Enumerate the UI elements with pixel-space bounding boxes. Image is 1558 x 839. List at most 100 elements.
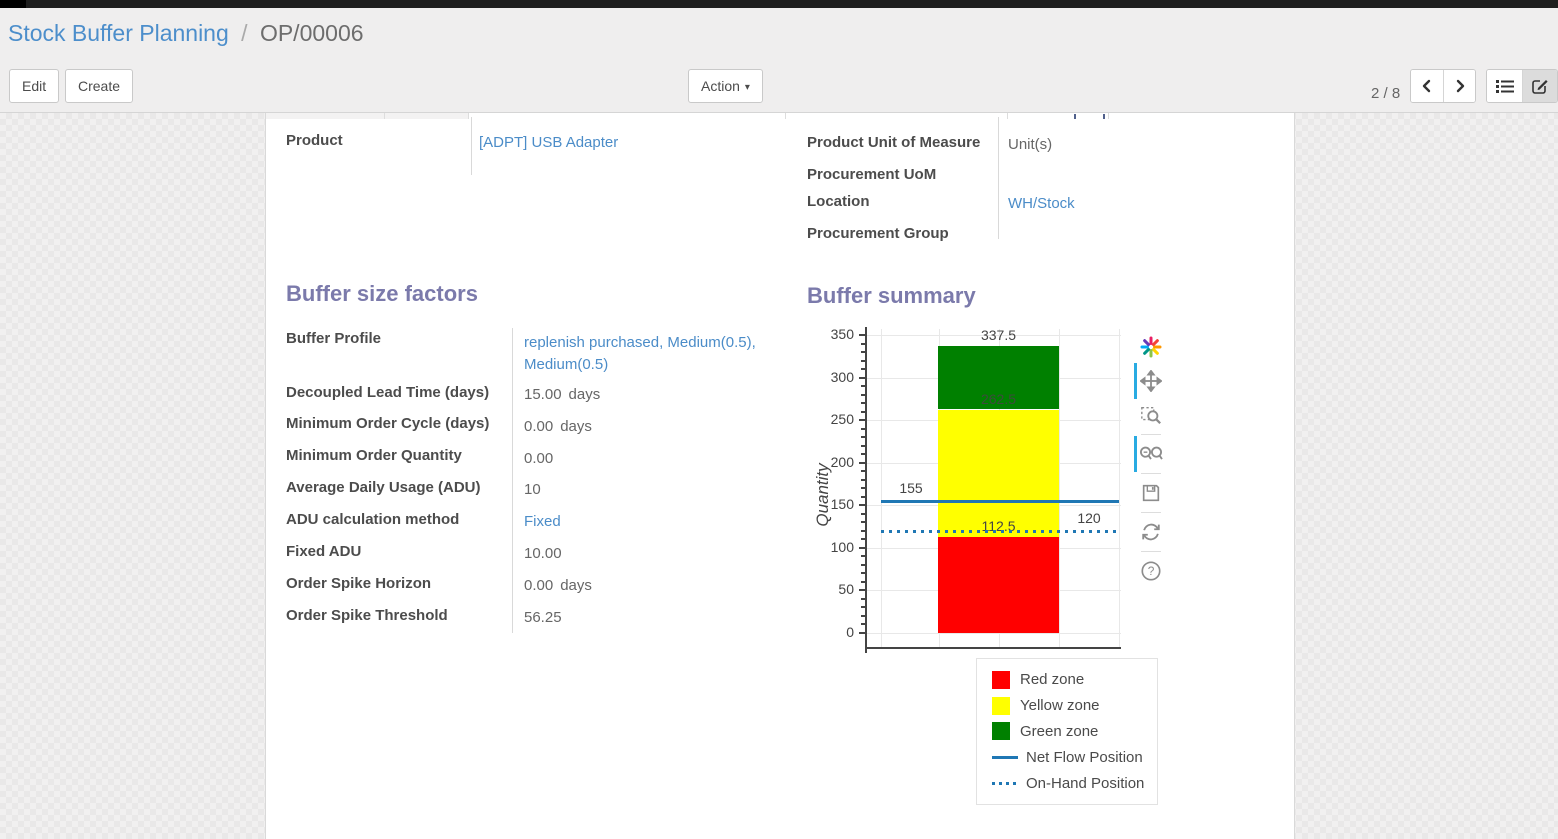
y-gridline	[867, 633, 1121, 634]
y-axis-minor-tick	[861, 478, 867, 481]
modebar-accent-bar	[1134, 436, 1137, 472]
legend-label: Yellow zone	[1020, 697, 1100, 715]
modebar-separator	[1141, 551, 1161, 552]
location-value-link[interactable]: WH/Stock	[1008, 195, 1075, 212]
y-axis-minor-tick	[861, 470, 867, 473]
create-button[interactable]: Create	[65, 69, 134, 103]
y-axis-tick-label: 300	[830, 368, 854, 385]
product-field-value-link[interactable]: [ADPT] USB Adapter	[479, 134, 619, 151]
zoom-box-icon	[1141, 406, 1161, 425]
y-axis-minor-tick	[861, 393, 867, 396]
help-icon: ?	[1141, 561, 1161, 581]
legend-label: On-Hand Position	[1026, 774, 1145, 792]
legend-line-net-flow-position	[992, 755, 1018, 759]
floppy-disk-icon	[1142, 484, 1160, 502]
legend-item-net-flow-position[interactable]: Net Flow Position	[992, 744, 1157, 770]
chart-modebar: ?	[1134, 330, 1166, 588]
buffer-summary-chart: Quantity	[811, 325, 1211, 670]
chevron-right-icon	[1456, 79, 1464, 93]
pager-counter: 2 / 8	[1371, 85, 1401, 102]
y-axis-tick-label: 200	[830, 453, 854, 470]
y-axis-major-tick	[859, 632, 867, 634]
legend-swatch-yellow-zone	[992, 696, 1010, 715]
y-axis-tick-label: 0	[846, 624, 854, 640]
field-separator	[998, 117, 999, 239]
y-axis-minor-tick	[861, 495, 867, 498]
decoupled-lead-time-value: 15.00 days	[524, 386, 601, 403]
y-axis-minor-tick	[861, 368, 867, 371]
top-window-strip	[0, 0, 1558, 8]
y-axis-minor-tick	[861, 614, 867, 617]
procurement-group-label: Procurement Group	[807, 225, 949, 242]
y-axis-tick-label: 250	[830, 411, 854, 428]
plotly-logo-icon	[1140, 336, 1162, 358]
buffer-size-factors-heading: Buffer size factors	[286, 281, 478, 306]
y-axis-minor-tick	[861, 529, 867, 532]
minimum-order-cycle-value: 0.00 days	[524, 418, 592, 435]
y-axis-minor-tick	[861, 427, 867, 430]
pan-button[interactable]	[1134, 363, 1163, 399]
y-axis-minor-tick	[861, 512, 867, 515]
y-axis-minor-tick	[861, 444, 867, 447]
breadcrumb: Stock Buffer Planning / OP/00006	[8, 20, 364, 47]
uom-suffix: days	[568, 386, 601, 403]
adu-calculation-method-label: ADU calculation method	[286, 511, 460, 528]
y-axis-minor-tick	[861, 572, 867, 575]
y-axis-line	[865, 327, 867, 653]
legend-item-green-zone[interactable]: Green zone	[992, 719, 1157, 745]
y-axis-minor-tick	[861, 580, 867, 583]
form-sheet: Product [ADPT] USB Adapter Product Unit …	[265, 113, 1295, 839]
form-view-button[interactable]	[1522, 70, 1557, 102]
y-axis-minor-tick	[861, 453, 867, 456]
chart-legend: Red zone Yellow zone Green zone Net Flow Po…	[976, 658, 1158, 805]
y-axis-minor-tick	[861, 351, 867, 354]
x-gridline	[881, 329, 882, 647]
action-dropdown-label: Action	[701, 78, 740, 94]
legend-item-red-zone[interactable]: Red zone	[992, 667, 1157, 693]
caret-down-icon: ▾	[744, 82, 750, 93]
reference-line-label: 120	[1077, 509, 1101, 526]
download-snapshot-button[interactable]	[1139, 481, 1163, 505]
breadcrumb-parent-link[interactable]: Stock Buffer Planning	[8, 20, 229, 46]
plotly-logo-button[interactable]	[1139, 335, 1163, 359]
zoom-in-out-button[interactable]	[1134, 436, 1163, 472]
pager-next-button[interactable]	[1443, 70, 1475, 102]
reset-axes-button[interactable]	[1139, 520, 1163, 544]
pager-buttons	[1410, 69, 1476, 103]
control-panel: Stock Buffer Planning / OP/00006 Edit Cr…	[0, 8, 1558, 113]
zoom-select-button[interactable]	[1139, 403, 1163, 427]
y-axis-major-tick	[859, 376, 867, 379]
x-gridline	[1059, 329, 1060, 647]
svg-text:?: ?	[1148, 564, 1155, 578]
pager-previous-button[interactable]	[1411, 70, 1443, 102]
clipped-row-fragment	[266, 113, 1294, 119]
buffer-profile-label: Buffer Profile	[286, 330, 382, 347]
view-switcher	[1486, 69, 1558, 103]
y-axis-major-tick	[859, 334, 867, 336]
average-daily-usage-value: 10	[524, 481, 541, 498]
procurement-uom-label: Procurement UoM	[807, 166, 937, 183]
average-daily-usage-label: Average Daily Usage (ADU)	[286, 479, 481, 496]
edit-button[interactable]: Edit	[9, 69, 60, 103]
adu-calculation-method-value-link[interactable]: Fixed	[524, 513, 561, 530]
y-axis-minor-tick	[861, 555, 867, 558]
list-view-button[interactable]	[1487, 70, 1522, 102]
help-button[interactable]: ?	[1139, 559, 1163, 583]
y-gridline	[867, 335, 1121, 336]
y-axis-minor-tick	[861, 436, 867, 439]
order-spike-threshold-value: 56.25	[524, 609, 562, 626]
field-separator	[471, 117, 472, 175]
fixed-adu-label: Fixed ADU	[286, 543, 362, 560]
uom-suffix: days	[560, 577, 592, 594]
fixed-adu-value: 10.00	[524, 545, 562, 562]
pan-icon	[1140, 370, 1162, 392]
top-window-strip-segment	[0, 0, 26, 8]
legend-item-on-hand-position[interactable]: On-Hand Position	[992, 770, 1157, 796]
legend-item-yellow-zone[interactable]: Yellow zone	[992, 693, 1157, 719]
location-label: Location	[807, 193, 870, 210]
reference-line-label: 155	[899, 480, 923, 497]
bar-value-label: 262.5	[980, 390, 1017, 407]
action-dropdown-button[interactable]: Action ▾	[688, 69, 763, 103]
legend-label: Green zone	[1020, 722, 1099, 740]
buffer-profile-value-link[interactable]: replenish purchased, Medium(0.5), Medium…	[524, 334, 756, 373]
